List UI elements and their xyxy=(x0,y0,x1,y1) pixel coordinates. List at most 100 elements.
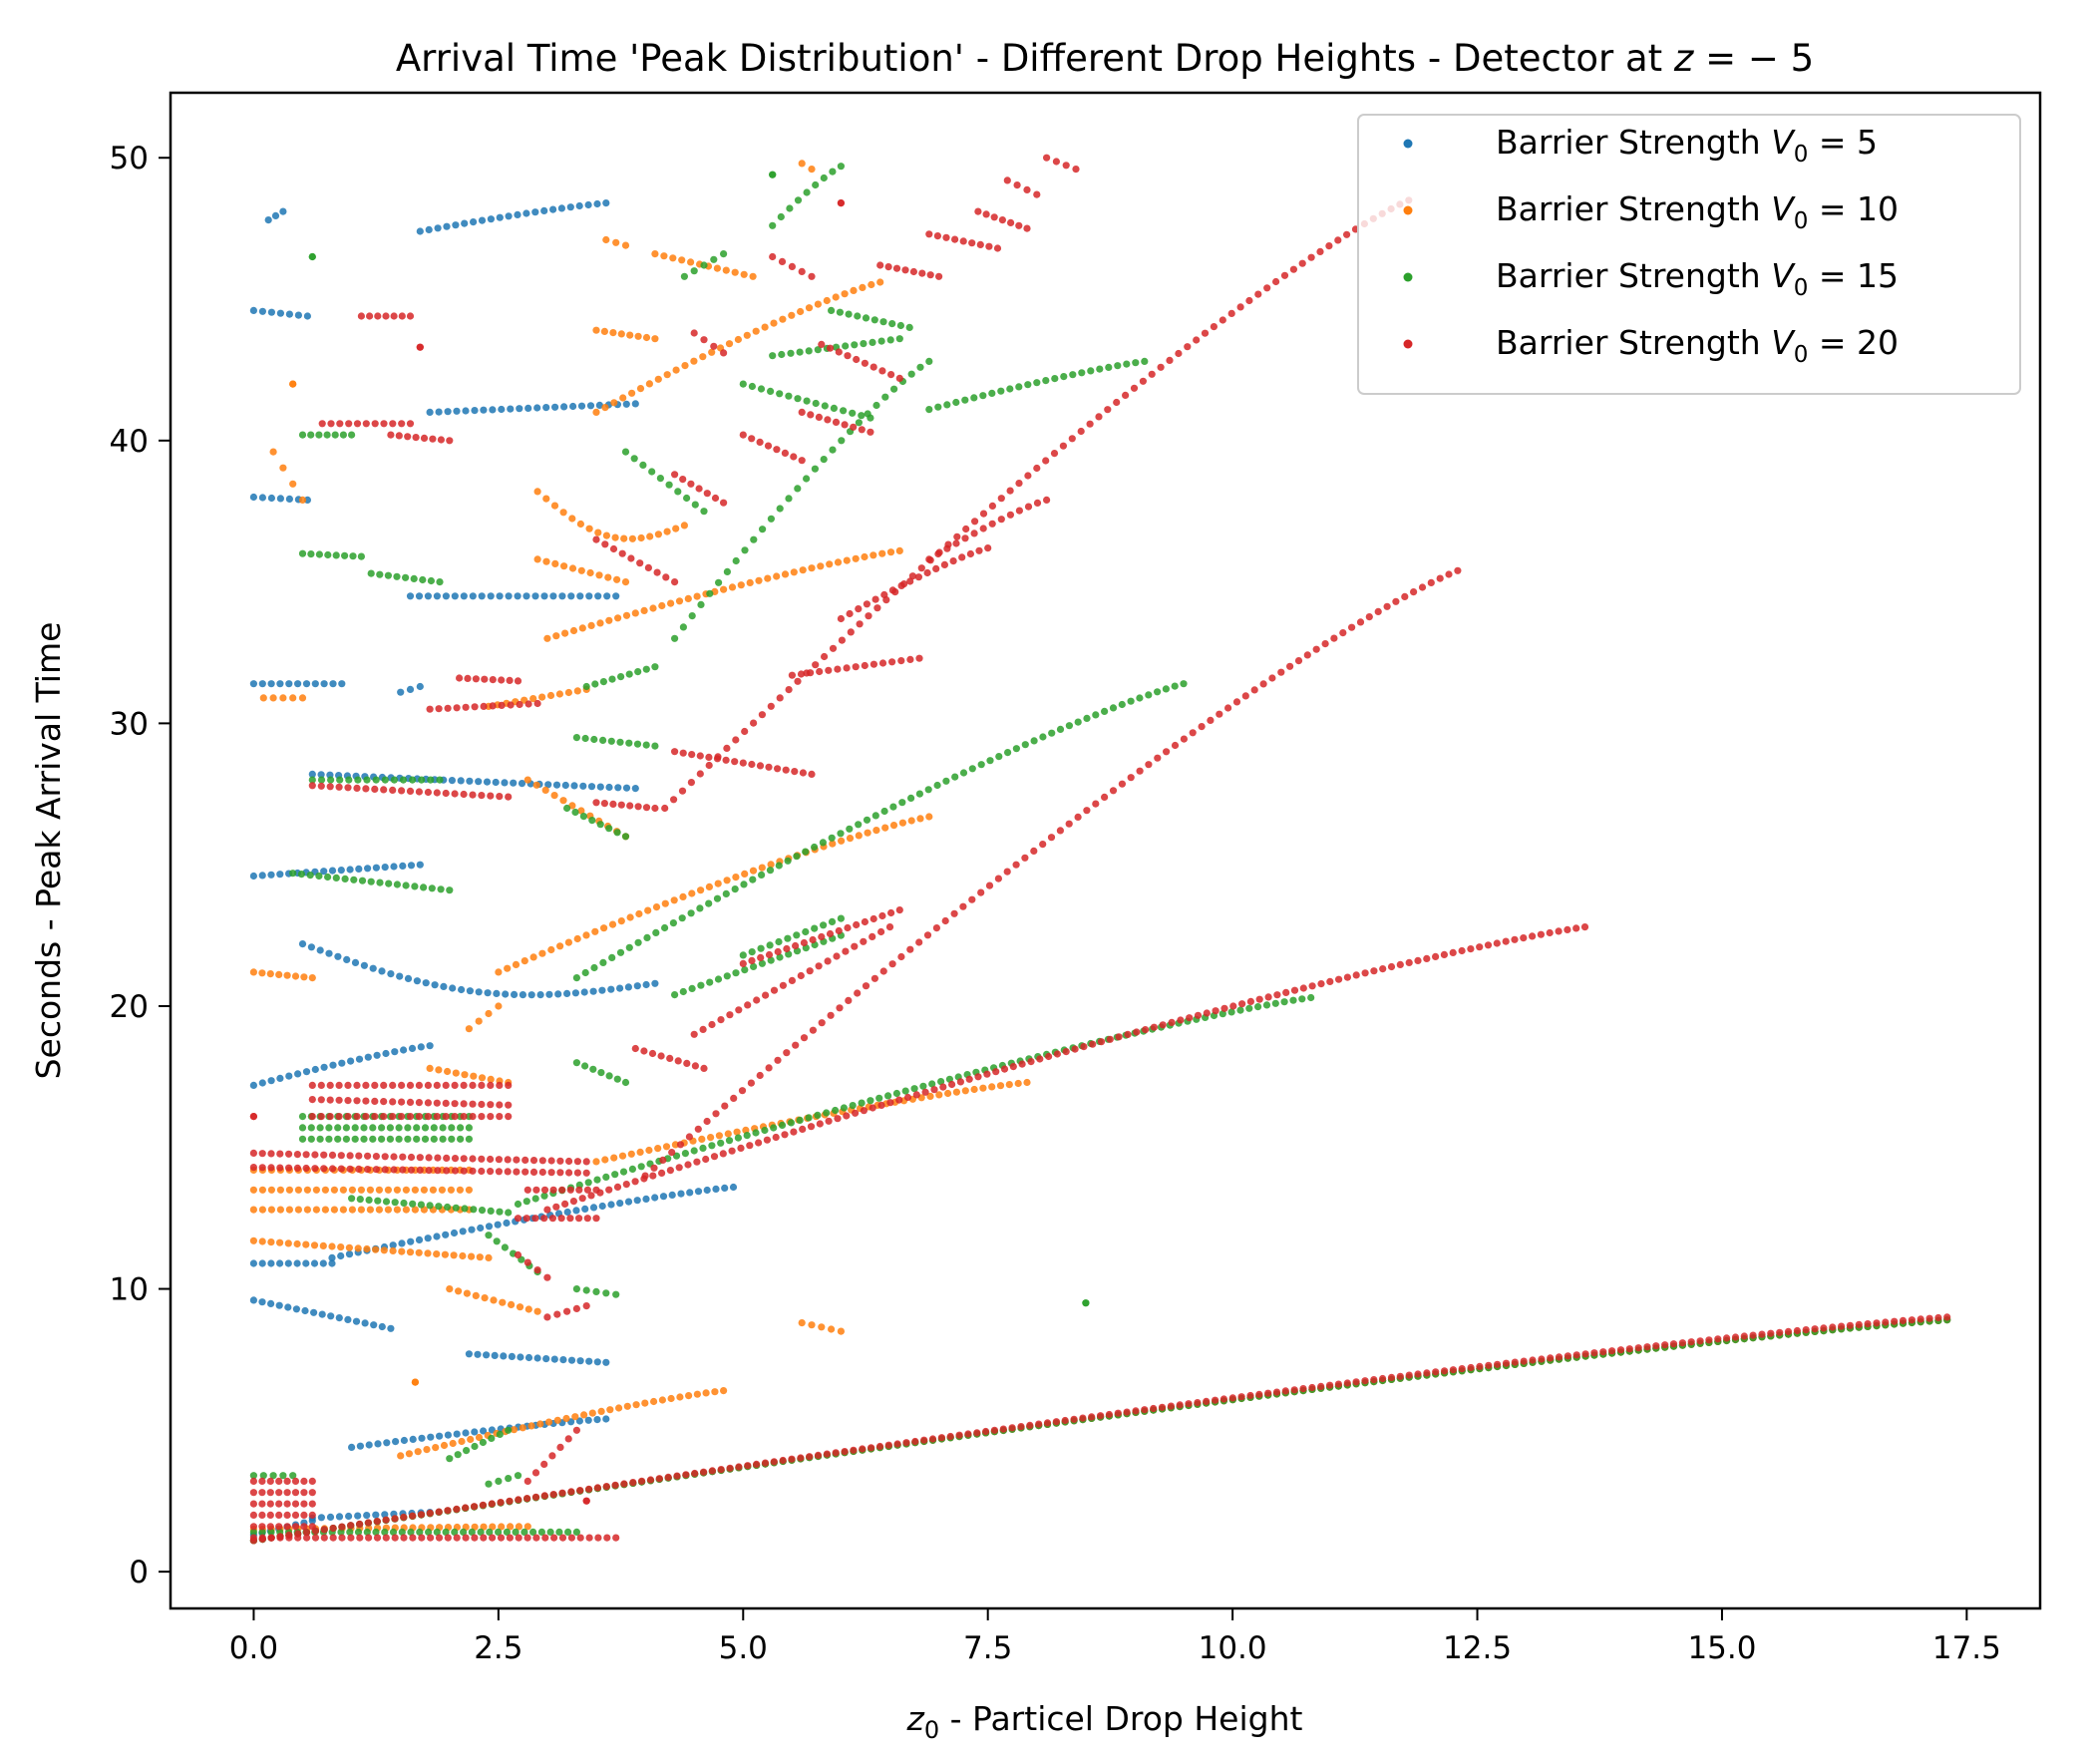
data-point xyxy=(291,1500,300,1508)
data-point xyxy=(592,1158,600,1166)
data-point xyxy=(1245,296,1253,305)
data-point xyxy=(338,1523,346,1531)
data-point xyxy=(337,1165,345,1173)
data-point xyxy=(621,833,630,841)
data-point xyxy=(284,1303,292,1311)
data-point xyxy=(496,213,504,221)
data-point xyxy=(1051,375,1059,383)
data-point xyxy=(812,661,820,669)
data-point xyxy=(469,1167,477,1175)
data-point xyxy=(767,515,776,523)
data-point xyxy=(523,1495,531,1503)
data-point xyxy=(514,592,522,600)
data-point xyxy=(319,1259,327,1267)
data-point xyxy=(555,1528,563,1536)
data-point xyxy=(968,895,976,903)
data-point xyxy=(414,1448,422,1456)
data-point xyxy=(844,923,852,932)
data-point xyxy=(671,748,679,756)
data-point xyxy=(723,744,731,753)
data-point xyxy=(416,1166,424,1174)
data-point xyxy=(572,1285,581,1293)
data-point xyxy=(720,585,728,593)
data-point xyxy=(684,1161,692,1169)
data-point xyxy=(380,420,388,428)
data-point xyxy=(354,776,362,784)
data-point xyxy=(308,1500,316,1508)
data-point xyxy=(814,300,823,308)
data-point xyxy=(285,680,293,688)
data-point xyxy=(541,786,549,795)
x-axis-label: z0 - Particel Drop Height xyxy=(906,1699,1303,1744)
data-point xyxy=(628,389,636,397)
data-point xyxy=(522,1198,530,1206)
data-point xyxy=(308,1523,316,1531)
data-point xyxy=(496,1208,504,1216)
data-point xyxy=(985,242,993,250)
data-point xyxy=(935,1091,943,1099)
data-point xyxy=(1370,967,1378,975)
data-point xyxy=(641,1172,649,1180)
data-point xyxy=(598,986,606,994)
data-point xyxy=(384,571,392,579)
data-point xyxy=(303,1534,311,1542)
data-point xyxy=(337,1251,345,1260)
data-point xyxy=(458,1437,466,1446)
data-point xyxy=(315,550,323,558)
data-point xyxy=(315,872,323,881)
data-point xyxy=(514,1200,522,1209)
data-point xyxy=(370,1321,378,1329)
data-point xyxy=(799,566,807,574)
data-point xyxy=(249,1206,257,1214)
data-point xyxy=(267,1186,275,1194)
data-point xyxy=(487,592,495,600)
data-point xyxy=(1203,1009,1211,1017)
data-point xyxy=(715,1132,724,1140)
legend-entry: Barrier Strength V0 = 20 xyxy=(1496,323,1899,368)
data-point xyxy=(518,780,526,788)
data-point xyxy=(591,927,599,935)
data-point xyxy=(442,1113,450,1121)
data-point xyxy=(478,1167,486,1176)
data-point xyxy=(320,680,328,688)
data-point xyxy=(631,1044,639,1053)
data-point xyxy=(267,1534,275,1542)
data-point xyxy=(544,781,552,789)
data-point xyxy=(832,1106,840,1115)
data-point xyxy=(1035,1420,1043,1428)
data-point xyxy=(364,1152,372,1160)
data-point xyxy=(1124,1030,1132,1038)
data-point xyxy=(623,1402,631,1410)
data-point xyxy=(886,548,895,556)
data-point xyxy=(653,568,661,576)
data-point xyxy=(690,267,698,275)
data-point xyxy=(447,1186,455,1194)
data-point xyxy=(567,1356,576,1364)
data-point xyxy=(283,1523,291,1531)
data-point xyxy=(249,493,257,502)
data-point xyxy=(649,604,657,612)
data-point xyxy=(505,592,513,600)
data-point xyxy=(487,1101,495,1109)
data-point xyxy=(448,777,456,785)
data-point xyxy=(398,787,406,795)
data-point xyxy=(803,475,811,483)
data-point xyxy=(658,601,666,610)
data-point xyxy=(495,1002,503,1010)
data-point xyxy=(571,808,579,817)
data-point xyxy=(807,669,815,677)
data-point xyxy=(344,784,352,792)
data-point xyxy=(496,1081,504,1089)
data-point xyxy=(1082,1299,1090,1307)
data-point xyxy=(249,1534,257,1542)
data-point xyxy=(1006,385,1014,393)
data-point xyxy=(448,1135,456,1143)
data-point xyxy=(620,1480,628,1488)
data-point xyxy=(916,815,924,823)
data-point xyxy=(297,871,305,879)
data-point xyxy=(365,1534,373,1542)
data-point xyxy=(872,827,880,835)
data-point xyxy=(568,564,577,572)
data-point xyxy=(327,420,335,428)
data-point xyxy=(996,1082,1005,1090)
